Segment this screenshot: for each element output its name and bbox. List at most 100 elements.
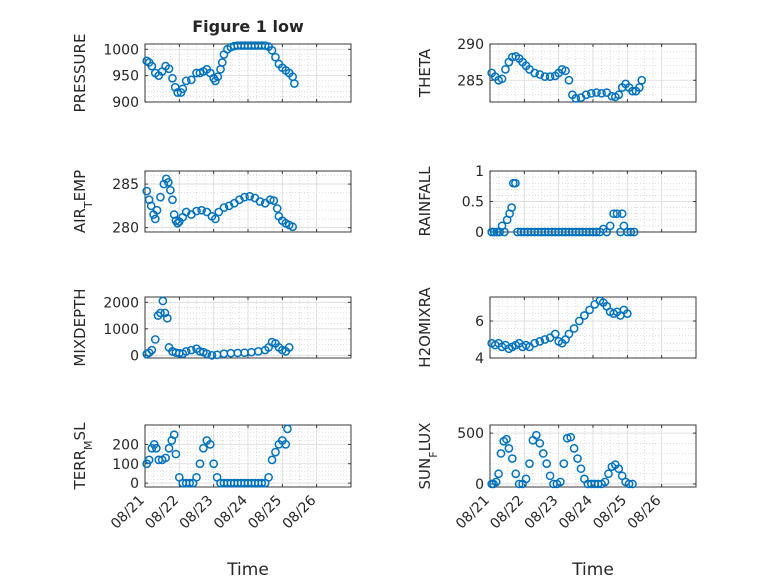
data-point [571,94,581,103]
data-point [181,347,191,356]
data-point [272,204,282,213]
data-point [146,201,156,211]
y-tick-label: 285 [457,73,484,89]
data-point [614,464,624,474]
y-tick-label: 500 [457,426,484,442]
data-point [540,335,550,344]
y-axis-label-rest: LUX [416,423,434,452]
data-point [271,447,280,457]
data-point [532,430,541,440]
x-tick-label: 08/21 [108,493,148,533]
data-point [181,76,191,86]
data-point [629,227,639,237]
x-axis-label: Time [226,560,269,580]
data-point [581,90,591,100]
y-axis-label: THETA [416,48,434,98]
x-tick-label: 08/22 [142,493,182,533]
data-point [247,347,256,357]
y-axis-label-subscript: T [82,201,95,209]
y-tick-label: 0 [130,476,139,492]
subplot-4: 0 0.5 1 RAINFALL [416,164,697,241]
data-point [604,469,613,479]
y-axis-label-subscript: F [427,451,440,457]
y-axis-label: SUNFLUX [416,423,440,490]
x-tick-label: 08/26 [280,492,320,532]
data-point [202,349,212,359]
data-point [147,61,157,71]
data-point [265,195,275,205]
data-point [205,440,215,449]
data-point [535,438,545,448]
data-point [573,454,582,463]
y-axis-label: RAINFALL [416,166,434,237]
data-point [159,179,169,189]
data-point [192,206,201,216]
data-point [257,478,267,488]
data-point [164,443,174,453]
x-tick-label: 08/22 [487,493,527,533]
data-point [156,308,165,318]
data-point [219,349,229,359]
data-point [178,84,188,94]
data-point [209,459,219,469]
data-point [283,424,292,434]
subplot-3: 280 285 AIRTEMP [71,170,352,237]
y-axis-label-main: AIR [71,208,89,233]
data-point [504,444,514,453]
data-point [586,88,596,98]
data-point [253,347,263,356]
data-point [213,72,223,82]
data-point [559,459,569,468]
data-point [164,64,174,74]
data-point [240,192,249,202]
data-point [197,205,206,215]
data-point [530,68,539,78]
data-point [535,70,545,79]
data-point [592,88,601,97]
data-point [212,350,222,360]
data-point [561,66,570,76]
data-point [576,464,586,474]
y-tick-label: 4 [475,351,484,367]
data-point [535,337,545,346]
data-point [144,348,154,358]
data-point [507,203,516,212]
data-point [160,308,170,318]
data-point [211,76,220,86]
data-point [564,75,574,85]
data-point [195,459,205,469]
data-point [521,474,531,484]
x-axis-label: Time [571,560,614,580]
data-point [217,58,227,67]
data-point [614,90,624,100]
data-point [617,209,627,219]
data-point [550,329,560,339]
x-tick-label: 08/24 [211,492,251,532]
y-tick-label: 280 [112,221,139,237]
y-tick-label: 285 [112,177,139,193]
y-axis-label: AIRTEMP [71,170,95,233]
data-point [214,207,224,217]
y-tick-label: 1000 [103,42,139,58]
data-point [161,453,170,463]
data-point [162,313,172,323]
data-point [564,329,574,339]
data-point [600,477,610,487]
data-point [502,434,511,444]
data-point [168,195,177,205]
data-point [494,469,503,479]
x-tick-label: 08/21 [453,493,493,533]
data-point [171,449,181,459]
data-point [281,440,291,449]
data-point [288,222,297,232]
data-point [156,192,165,202]
data-point [556,477,565,487]
data-point [185,478,194,488]
data-point [255,197,265,206]
data-point [173,218,182,228]
data-point [605,221,615,231]
x-tick-label: 08/25 [245,493,285,533]
y-axis-label-main: SUN [416,458,434,490]
data-point [540,72,550,81]
